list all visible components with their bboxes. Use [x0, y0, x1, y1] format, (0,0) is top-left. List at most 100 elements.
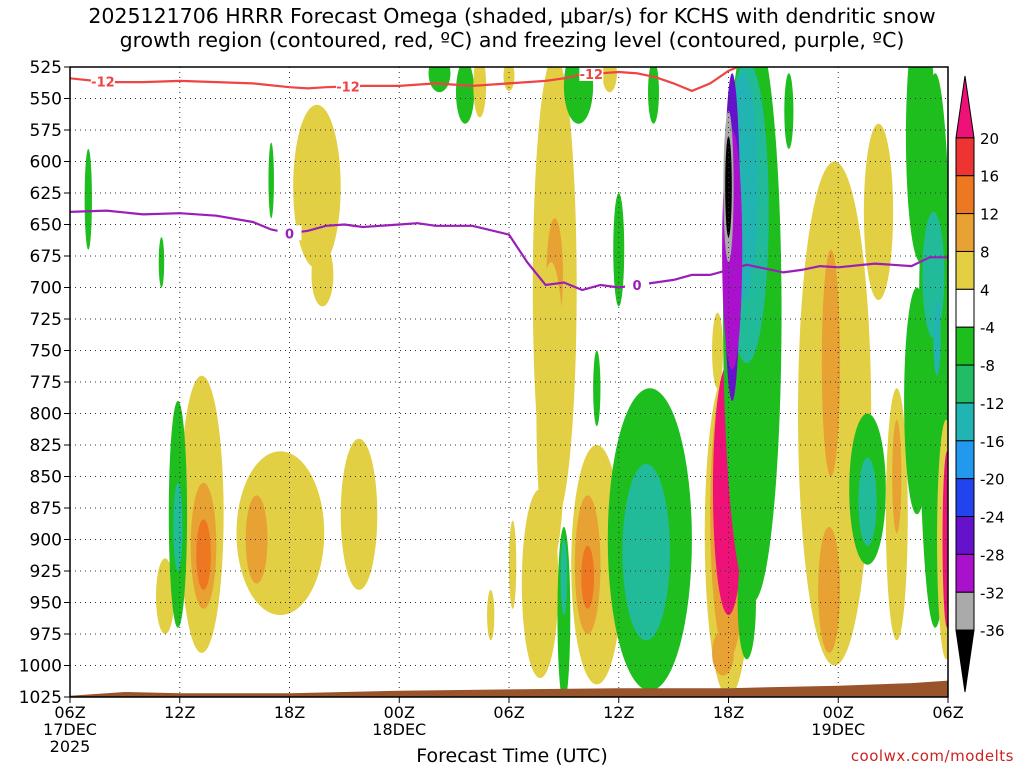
y-tick-label-825: 825: [30, 436, 62, 456]
omega-region-48: [737, 545, 756, 660]
omega-region-9: [293, 104, 341, 269]
y-tick-label-650: 650: [30, 216, 62, 236]
colorbar-segment-10: [955, 478, 975, 518]
y-tick-label-600: 600: [30, 153, 62, 173]
terrain-fill: [70, 680, 948, 697]
x-tick-label-0: 06Z: [54, 703, 85, 722]
omega-region-16: [473, 67, 487, 118]
colorbar-segment-11: [955, 516, 975, 555]
colorbar-label-8: -16: [980, 433, 1005, 451]
omega-region-12: [158, 237, 165, 288]
omega-region-52: [821, 249, 841, 477]
terrain: [70, 680, 948, 697]
x-tick-label-3: 00Z: [384, 703, 415, 722]
colorbar-segment-5: [955, 288, 975, 328]
omega-region-35: [648, 67, 659, 124]
x-tick-label-2: 18Z: [274, 703, 305, 722]
colorbar-label-12: -32: [980, 584, 1005, 602]
colorbar-label-11: -28: [980, 546, 1005, 564]
colorbar-segment-9: [955, 440, 975, 480]
omega-region-29: [560, 539, 568, 616]
chart-title-line-2: growth region (contoured, red, ºC) and f…: [119, 28, 905, 52]
dgz-contour-label-bg-0: [90, 73, 115, 89]
dgz-contour-label-2: -12: [580, 68, 604, 83]
colorbar: 20 16 12 8 4 -4 -8 -12 -16 -20 -24 -28 -32 -36: [955, 75, 1005, 693]
chart-title: 2025121706 HRRR Forecast Omega (shaded, …: [0, 4, 1024, 52]
omega-region-20: [536, 262, 566, 565]
omega-region-26: [487, 589, 495, 641]
y-tick-label-700: 700: [30, 279, 62, 299]
colorbar-label-0: 20: [980, 130, 999, 148]
source-credit: coolwx.com/modelts: [850, 747, 1014, 765]
omega-region-0: [155, 558, 175, 634]
colorbar-segment-14: [955, 629, 975, 693]
omega-region-62: [933, 300, 941, 376]
y-tick-label-575: 575: [30, 121, 62, 141]
colorbar-label-10: -24: [980, 509, 1005, 527]
freezing-level-contour-label-0: 0: [285, 227, 294, 242]
colorbar-segment-12: [955, 553, 975, 593]
omega-region-49: [784, 73, 794, 149]
chart-title-line-1: 2025121706 HRRR Forecast Omega (shaded, …: [88, 4, 936, 28]
y-tick-label-550: 550: [30, 90, 62, 110]
y-tick-label-775: 775: [30, 373, 62, 393]
colorbar-label-1: 16: [980, 168, 999, 186]
omega-shading: [84, 67, 948, 697]
colorbar-label-9: -20: [980, 471, 1005, 489]
colorbar-segment-4: [955, 250, 975, 290]
freezing-level-contour-label-1: 0: [633, 279, 642, 294]
dgz-contour-label-1: -12: [336, 80, 360, 95]
omega-region-27: [563, 67, 594, 124]
omega-region-51: [863, 123, 894, 301]
colorbar-segment-7: [955, 364, 975, 404]
colorbar-label-2: 12: [980, 206, 999, 224]
y-tick-label-800: 800: [30, 405, 62, 425]
omega-region-10: [311, 243, 334, 307]
omega-region-14: [428, 67, 451, 93]
y-tick-label-625: 625: [30, 184, 62, 204]
colorbar-label-6: -8: [980, 357, 995, 375]
omega-region-7: [245, 495, 268, 584]
y-tick-label-850: 850: [30, 468, 62, 488]
omega-region-3: [196, 519, 211, 590]
colorbar-segment-13: [955, 591, 975, 631]
colorbar-segment-8: [955, 402, 975, 442]
y-axis: 525 550 575 600 625 650 675 700 725 750 775 800 825 8…: [19, 58, 70, 708]
omega-region-53: [818, 526, 841, 653]
dgz-contour-label-bg-2: [579, 67, 604, 81]
omega-region-24: [581, 545, 595, 609]
x-tick-sublabel-3-0: 18DEC: [372, 720, 426, 739]
colorbar-label-13: -36: [980, 622, 1005, 640]
x-tick-label-8: 06Z: [932, 703, 963, 722]
y-tick-label-925: 925: [30, 562, 62, 582]
y-tick-label-725: 725: [30, 310, 62, 330]
omega-region-37: [712, 312, 724, 389]
omega-region-64: [942, 451, 948, 628]
omega-region-55: [858, 457, 877, 546]
colorbar-label-7: -12: [980, 395, 1005, 413]
x-tick-label-7: 00Z: [823, 703, 854, 722]
freezing-level-contour-label-bg-0: [277, 225, 302, 241]
y-tick-label-675: 675: [30, 247, 62, 267]
x-tick-label-5: 12Z: [603, 703, 634, 722]
omega-region-30: [593, 350, 601, 427]
omega-region-11: [84, 148, 92, 250]
omega-region-5: [173, 482, 183, 571]
x-tick-sublabel-0-0: 17DEC: [43, 720, 97, 739]
colorbar-segment-1: [955, 137, 975, 177]
y-tick-label-1000: 1000: [19, 657, 62, 677]
colorbar-segment-0: [955, 75, 975, 139]
colorbar-segment-3: [955, 213, 975, 252]
colorbar-label-3: 8: [980, 243, 990, 261]
omega-region-40: [712, 630, 734, 676]
colorbar-segment-6: [955, 326, 975, 366]
dgz-contour-label-0: -12: [91, 76, 115, 91]
y-tick-label-1025: 1025: [19, 688, 62, 708]
omega-region-15: [455, 67, 475, 124]
omega-region-34: [622, 463, 670, 641]
y-tick-label-875: 875: [30, 499, 62, 519]
x-tick-label-4: 06Z: [493, 703, 524, 722]
colorbar-label-4: 4: [980, 281, 990, 299]
